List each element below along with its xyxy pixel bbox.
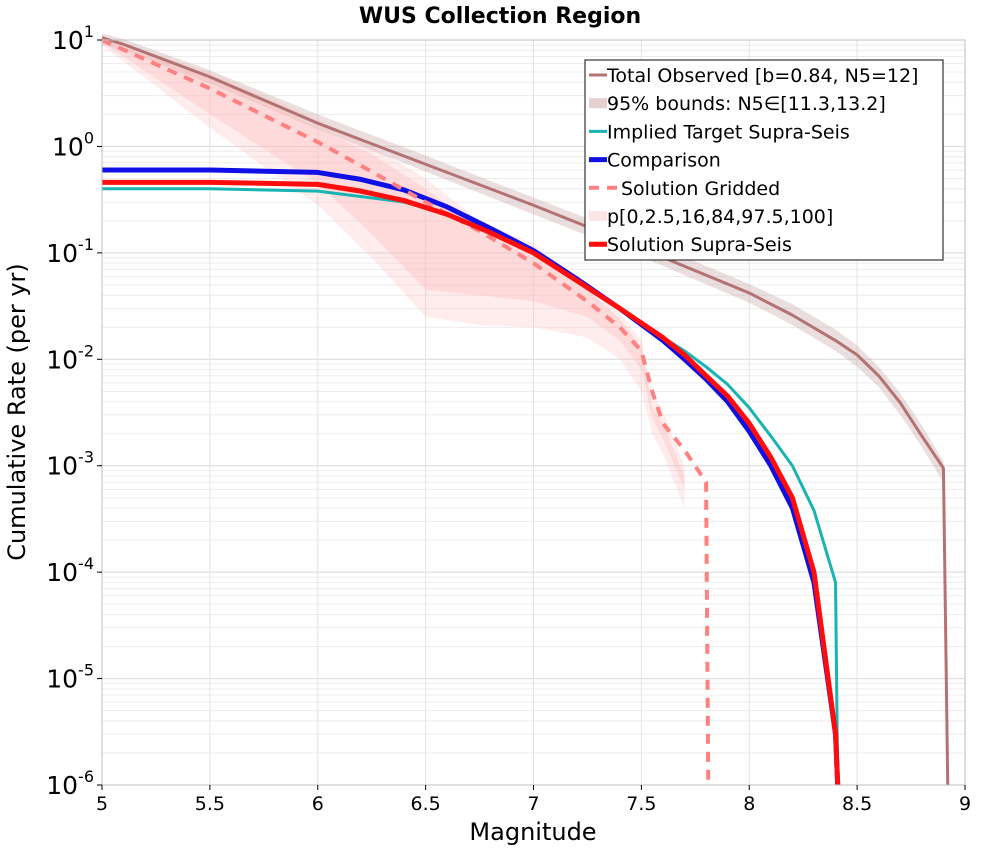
x-tick-label: 7: [527, 793, 539, 815]
y-tick-label: 10-5: [46, 661, 94, 694]
y-tick-label: 10-1: [46, 235, 94, 268]
band-solution-gridded-range-outer: [102, 37, 685, 509]
x-tick-label: 8: [743, 793, 755, 815]
series-line-solution-supra-seis: [102, 179, 841, 786]
y-tick-label: 100: [52, 128, 94, 161]
x-tick-label: 7.5: [626, 793, 656, 815]
legend-label: p[0,2.5,16,84,97.5,100]: [607, 206, 833, 228]
y-tick-label: 10-2: [46, 341, 94, 374]
legend-label: Solution Gridded: [621, 178, 780, 200]
x-tick-label: 5: [96, 793, 108, 815]
series-line-solution-gridded: [101, 38, 711, 786]
legend-label: Comparison: [607, 150, 721, 172]
x-axis-label: Magnitude: [469, 818, 596, 846]
y-tick-label: 101: [52, 22, 94, 55]
band-layer: [102, 33, 944, 509]
y-axis-label: Cumulative Rate (per yr): [3, 263, 31, 561]
x-tick-label: 9: [959, 793, 971, 815]
x-tick-label: 8.5: [842, 793, 872, 815]
y-tick-label: 10-6: [46, 767, 94, 800]
series-line-total-observed: [101, 36, 950, 786]
x-tick-label: 5.5: [195, 793, 225, 815]
legend-label: Implied Target Supra-Seis: [607, 121, 850, 143]
legend-swatch: [589, 98, 607, 109]
legend: Total Observed [b=0.84, N5=12] 95% bounds…: [584, 59, 944, 261]
y-tick-label: 10-4: [46, 554, 94, 587]
legend-swatch: [589, 211, 607, 221]
x-tick-label: 6: [312, 793, 324, 815]
x-tick-label: 6.5: [411, 793, 441, 815]
tick-layer: 5 5.5 6 6.5 7 7.5 8 8.5 9 101 100 10-1 10-2 10-3 10-4 1…: [46, 22, 971, 815]
legend-label: Solution Supra-Seis: [607, 234, 792, 256]
legend-box: [584, 59, 944, 261]
chart-title: WUS Collection Region: [359, 4, 641, 29]
series-layer: [101, 36, 950, 786]
y-tick-label: 10-3: [46, 448, 94, 481]
legend-label: 95% bounds: N5∈[11.3,13.2]: [607, 93, 886, 115]
legend-label: Total Observed [b=0.84, N5=12]: [606, 65, 918, 87]
